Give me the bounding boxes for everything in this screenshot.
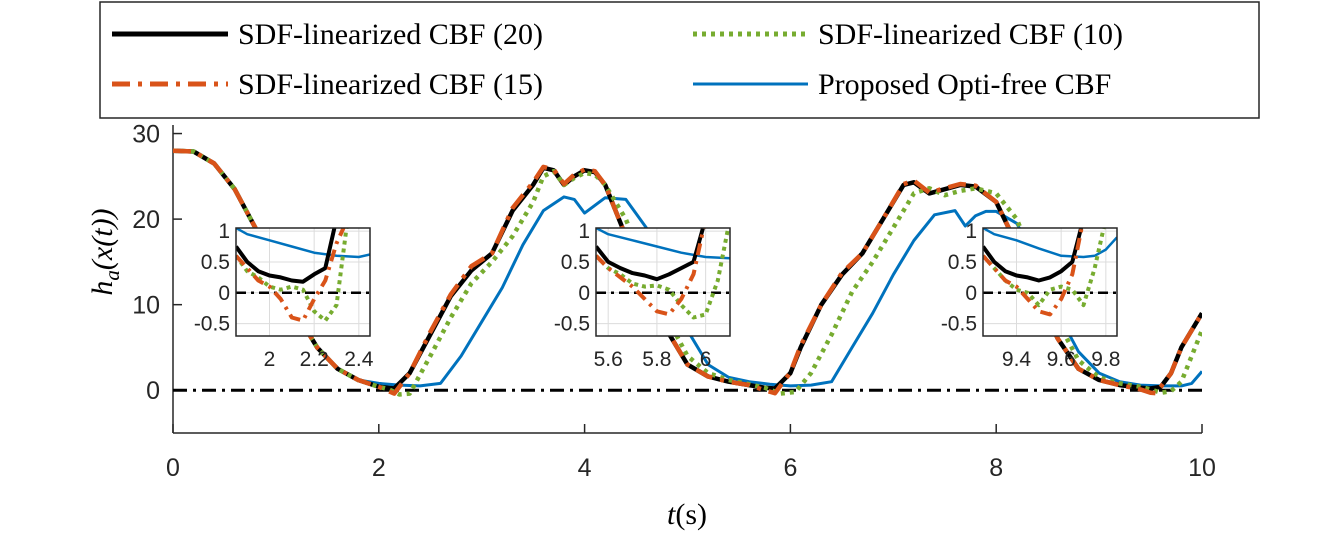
inset-series-line-2 (236, 228, 349, 323)
inset-series-line-0 (983, 228, 1084, 283)
inset-background (596, 228, 730, 336)
inset-frame (235, 227, 371, 337)
inset-x-tick-label: 9.6 (1047, 348, 1076, 371)
inset-plot-1: 1 0.5 0 -0.55.6 5.8 6 (554, 220, 731, 371)
inset-plot-0: 1 0.5 0 -0.5 2 2.2 2.4 (194, 220, 374, 371)
inset-y-tick-label: -0.5 (554, 313, 590, 336)
inset-series-line-0 (236, 228, 337, 284)
legend-label-sdf-20: SDF-linearized CBF (20) (238, 18, 543, 51)
inset-y-tick-label: -0.5 (194, 313, 230, 336)
inset-x-tick-label: 9.8 (1091, 348, 1120, 371)
y-tick-label: 20 (132, 206, 160, 234)
inset-background (983, 228, 1117, 336)
inset-series-line-3 (596, 228, 730, 260)
x-axis-label: t(s) (667, 498, 707, 531)
x-tick-label: 4 (578, 454, 592, 482)
inset-series-line-3 (983, 228, 1117, 259)
x-tick-label: 0 (166, 454, 180, 482)
inset-series-line-2 (596, 228, 730, 320)
inset-y-tick-label: -0.5 (941, 313, 977, 336)
inset-y-tick-label: 0 (965, 282, 977, 305)
legend-entry-opti-free: Proposed Opti-free CBF (693, 68, 1111, 101)
legend-box (99, 1, 1260, 119)
legend-label-opti-free: Proposed Opti-free CBF (818, 68, 1111, 101)
legend-entry-sdf-20: SDF-linearized CBF (20) (112, 18, 543, 51)
inset-x-tick-label: 5.8 (642, 348, 671, 371)
main-axes (172, 125, 1202, 434)
inset-series-line-0 (596, 228, 706, 282)
inset-series-line-1 (236, 228, 346, 323)
inset-frame (982, 227, 1118, 337)
inset-y-tick-label: 1 (218, 220, 230, 243)
insets: 10.50-0.52 2.2 2.410.50-0.55.6 5.8 610.50-0.… (194, 220, 1121, 371)
inset-plot-2: 1 0.5 0 -0.5 9.4 9.6 9.8 (941, 220, 1121, 371)
x-tick-label: 8 (989, 454, 1003, 482)
y-axis-label: ha(x(t)) (86, 208, 124, 295)
inset-x-tick-label: 2.2 (300, 348, 329, 371)
y-tick-label: 30 (132, 121, 160, 149)
y-tick-label: 0 (146, 377, 160, 405)
inset-series-line-3 (236, 228, 370, 259)
inset-frame (595, 227, 731, 337)
legend-entry-sdf-15: SDF-linearized CBF (15) (112, 68, 543, 101)
legend-entry-sdf-10: SDF-linearized CBF (10) (693, 18, 1123, 51)
legend-label-sdf-10: SDF-linearized CBF (10) (818, 18, 1123, 51)
inset-x-tick-label: 2 (264, 348, 276, 371)
inset-x-tick-label: 9.4 (1002, 348, 1032, 371)
inset-y-tick-label: 1 (965, 220, 977, 243)
inset-y-tick-label: 0 (578, 282, 590, 305)
x-tick-label: 2 (372, 454, 386, 482)
inset-x-tick-label: 6 (700, 348, 712, 371)
x-tick-label: 10 (1188, 454, 1216, 482)
legend-label-sdf-15: SDF-linearized CBF (15) (238, 68, 543, 101)
y-tick-label: 10 (132, 292, 160, 320)
inset-series-line-1 (596, 228, 706, 317)
inset-y-tick-label: 0.5 (201, 251, 230, 274)
inset-y-tick-label: 1 (578, 220, 590, 243)
inset-y-tick-label: 0.5 (948, 251, 977, 274)
legend: SDF-linearized CBF (20) SDF-linearized C… (99, 1, 1260, 119)
inset-x-tick-label: 2.4 (344, 348, 374, 371)
x-tick-label: 6 (783, 454, 797, 482)
inset-x-tick-label: 5.6 (594, 348, 623, 371)
inset-y-tick-label: 0.5 (561, 251, 590, 274)
inset-y-tick-label: 0 (218, 282, 230, 305)
series-line-1 (173, 148, 1202, 396)
